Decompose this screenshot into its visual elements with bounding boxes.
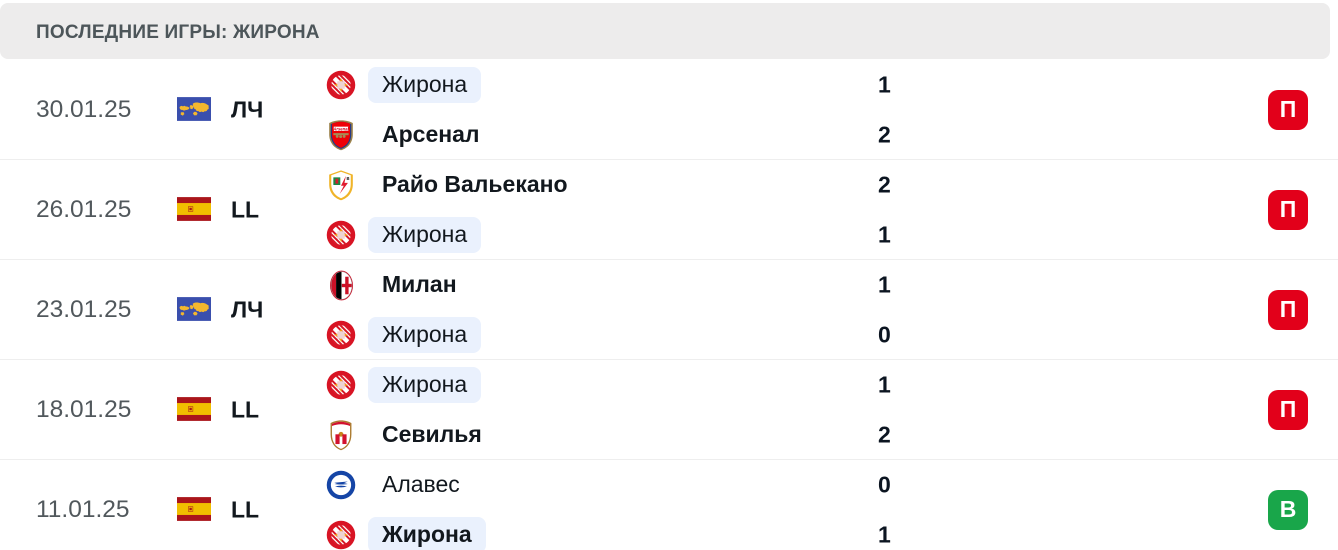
- svg-text:Arsenal: Arsenal: [332, 126, 349, 131]
- svg-text:B: B: [346, 176, 349, 181]
